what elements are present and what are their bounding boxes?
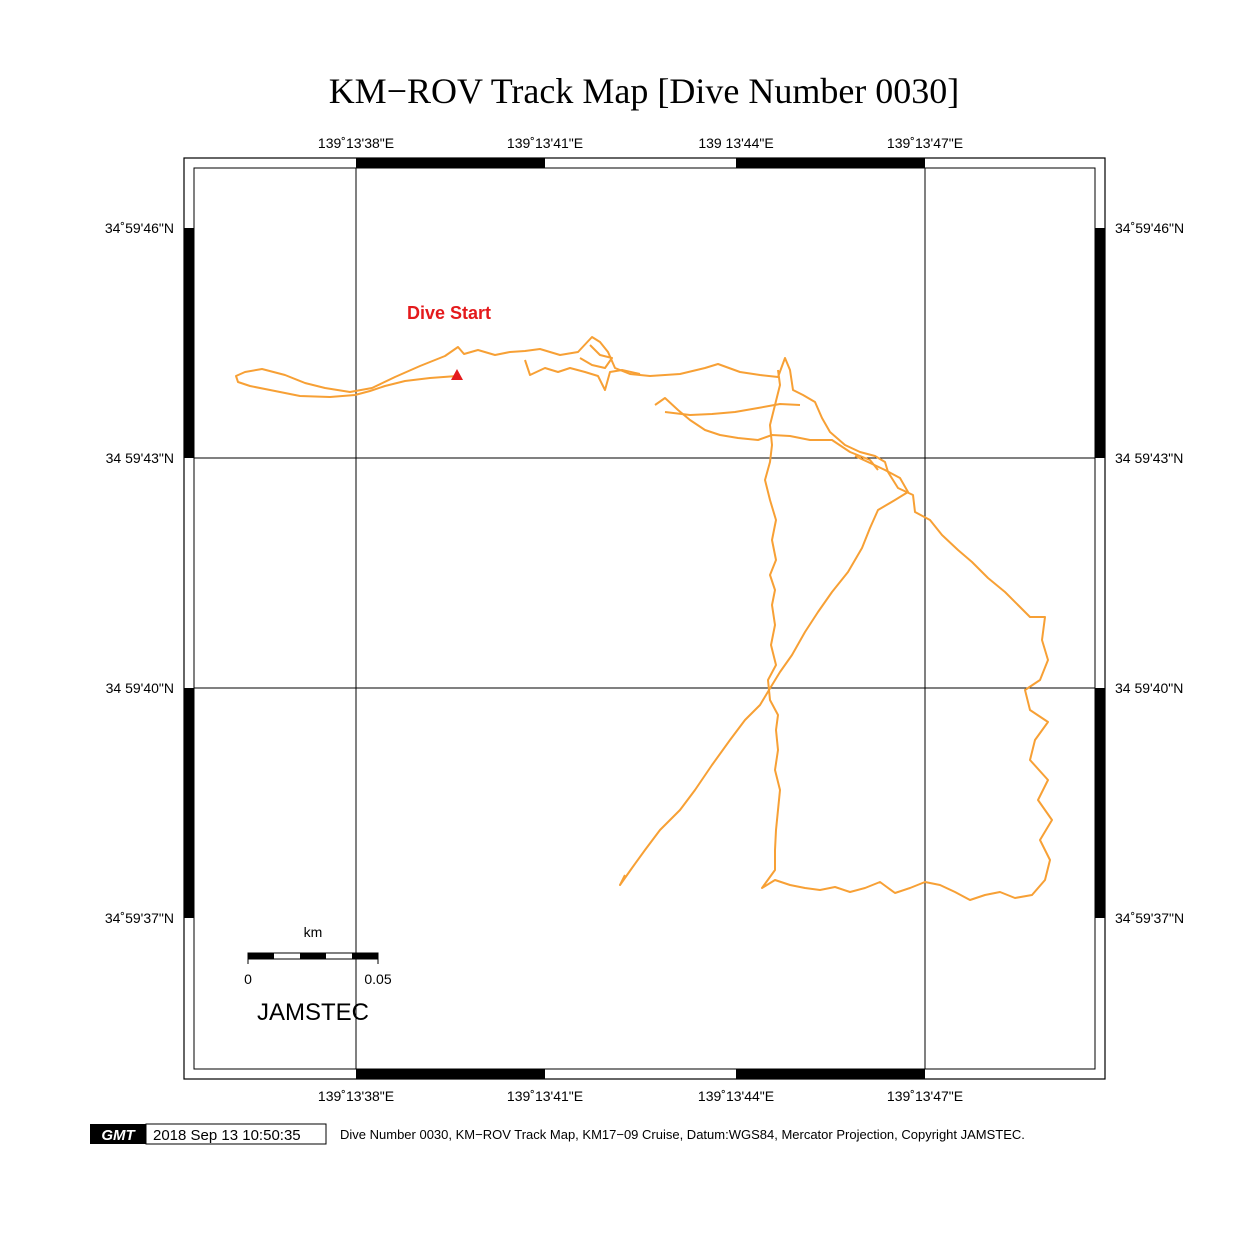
- footer-caption: Dive Number 0030, KM−ROV Track Map, KM17…: [340, 1127, 1025, 1142]
- footer: GMT 2018 Sep 13 10:50:35 Dive Number 003…: [90, 1123, 1025, 1145]
- top-lon-label: 139˚13'41"E: [507, 135, 583, 151]
- scale-min-label: 0: [244, 971, 252, 987]
- top-lon-label: 139˚13'38"E: [318, 135, 394, 151]
- scale-max-label: 0.05: [364, 971, 391, 987]
- top-axis-labels: 139˚13'38"E 139˚13'41"E 139 13'44"E 139˚…: [318, 135, 963, 151]
- scale-unit: km: [304, 924, 323, 940]
- right-lat-label: 34 59'40"N: [1115, 680, 1183, 696]
- bottom-lon-label: 139˚13'38"E: [318, 1088, 394, 1104]
- bottom-lon-label: 139˚13'47"E: [887, 1088, 963, 1104]
- scale-bar: km 0 0.05: [244, 924, 392, 987]
- left-axis-labels: 34˚59'46"N 34 59'43"N 34 59'40"N 34˚59'3…: [105, 220, 174, 926]
- bottom-lon-label: 139˚13'41"E: [507, 1088, 583, 1104]
- dive-start-marker: [451, 369, 463, 380]
- right-lat-label: 34 59'43"N: [1115, 450, 1183, 466]
- left-lat-label: 34˚59'46"N: [105, 220, 174, 236]
- footer-timestamp: 2018 Sep 13 10:50:35: [153, 1127, 301, 1144]
- graticule: [194, 168, 1095, 1069]
- left-lat-label: 34 59'43"N: [106, 450, 174, 466]
- map-frame: [183, 157, 1106, 1080]
- gmt-logo: [90, 1124, 146, 1144]
- left-lat-label: 34 59'40"N: [106, 680, 174, 696]
- right-lat-label: 34˚59'37"N: [1115, 910, 1184, 926]
- bottom-axis-labels: 139˚13'38"E 139˚13'41"E 139˚13'44"E 139˚…: [318, 1088, 963, 1104]
- bottom-lon-label: 139˚13'44"E: [698, 1088, 774, 1104]
- left-lat-label: 34˚59'37"N: [105, 910, 174, 926]
- gmt-logo-text: GMT: [101, 1127, 136, 1144]
- top-lon-label: 139˚13'47"E: [887, 135, 963, 151]
- jamstec-watermark: JAMSTEC: [257, 999, 369, 1026]
- map-title: KM−ROV Track Map [Dive Number 0030]: [329, 71, 960, 111]
- right-lat-label: 34˚59'46"N: [1115, 220, 1184, 236]
- rov-track: [235, 336, 1053, 901]
- top-lon-label: 139 13'44"E: [698, 135, 773, 151]
- dive-start-label: Dive Start: [407, 303, 491, 323]
- right-axis-labels: 34˚59'46"N 34 59'43"N 34 59'40"N 34˚59'3…: [1115, 220, 1184, 926]
